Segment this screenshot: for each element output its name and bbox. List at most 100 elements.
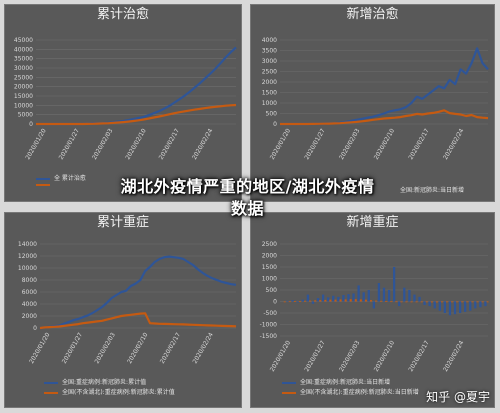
x-tick-label: 2020/01/20 xyxy=(269,339,292,373)
overlay-title: 湖北外疫情严重的地区/湖北外疫情 数据 xyxy=(70,176,425,220)
bar xyxy=(474,301,477,309)
x-tick-label: 2020/02/10 xyxy=(124,127,147,161)
bar xyxy=(283,301,286,303)
bar xyxy=(380,300,383,302)
bar xyxy=(367,290,370,302)
bar xyxy=(438,301,441,311)
x-tick-label: 2020/02/17 xyxy=(407,127,430,161)
bar xyxy=(425,301,428,303)
chart-legend: 全国:重症病例:新冠肺炎:累计值 全国(不含湖北):重症病例:新冠肺炎:累计值 xyxy=(44,378,175,398)
bar xyxy=(390,301,393,303)
bar xyxy=(471,301,474,303)
bar xyxy=(382,287,386,302)
bar xyxy=(352,293,355,302)
bar xyxy=(405,301,408,303)
legend-label: 全国:新冠肺炎:当日新增 xyxy=(400,187,465,194)
y-tick-label: 20000 xyxy=(14,84,33,91)
overlay-title-line1: 湖北外疫情严重的地区/湖北外疫情 xyxy=(120,177,375,196)
x-tick-label: 2020/02/24 xyxy=(192,331,215,365)
x-tick-label: 2020/01/27 xyxy=(61,331,84,365)
series-line-0 xyxy=(36,46,237,126)
legend-swatch-blue xyxy=(44,382,58,384)
bar xyxy=(324,299,327,302)
y-tick-label: 30000 xyxy=(14,65,33,72)
bar xyxy=(377,283,381,302)
y-tick-label: 12000 xyxy=(18,253,37,260)
y-tick-label: -500 xyxy=(263,310,277,317)
chart-panel-cumulative-severe: 累计重症 0 2000 4000 6000 8000 10000 12000 14000 202… xyxy=(4,212,242,408)
y-tick-label: 35000 xyxy=(14,56,33,63)
x-tick-label: 2020/02/24 xyxy=(442,339,465,373)
watermark: 知乎 @夏宇 xyxy=(426,390,490,404)
bar xyxy=(443,301,447,313)
bar xyxy=(293,301,296,302)
y-tick-label: 500 xyxy=(266,287,278,294)
y-tick-label: -1000 xyxy=(260,322,278,329)
legend-label: 全 累计治愈 xyxy=(54,175,86,182)
bar xyxy=(484,301,487,307)
bar xyxy=(435,301,438,303)
x-tick-label: 2020/02/10 xyxy=(126,331,149,365)
legend-swatch-orange xyxy=(44,392,58,394)
x-tick-label: 2020/02/10 xyxy=(373,339,396,373)
y-tick-label: 1000 xyxy=(262,100,277,107)
bar xyxy=(420,301,423,303)
legend-label: 全国(不含湖北):重症病例:新冠肺炎:累计值 xyxy=(62,389,175,396)
bar xyxy=(479,301,482,308)
chart-svg: 0 500 1000 1500 2000 2500 3000 3500 4000 2020/01/… xyxy=(262,37,489,161)
bar xyxy=(369,300,372,302)
bar xyxy=(342,295,345,302)
bar xyxy=(362,292,365,302)
x-tick-label: 2020/01/27 xyxy=(303,339,326,373)
y-tick-label: 10000 xyxy=(14,102,33,109)
x-tick-label: 2020/01/20 xyxy=(28,331,51,365)
chart-title: 累计治愈 xyxy=(96,7,149,22)
chart-legend: 全国:新冠肺炎:当日新增 xyxy=(400,186,464,196)
bar xyxy=(408,290,411,302)
y-tick-label: 2000 xyxy=(262,79,277,86)
x-tick-label: 2020/02/24 xyxy=(442,127,465,161)
bar xyxy=(398,301,401,307)
y-tick-label: 2000 xyxy=(262,253,277,260)
legend-swatch-blue xyxy=(282,382,296,384)
chart-panel-new-recovered: 新增治愈 0 500 1000 1500 2000 2500 3000 3500 4000 202… xyxy=(250,4,495,202)
bar xyxy=(349,299,352,302)
bar xyxy=(286,300,289,302)
series-line-0 xyxy=(39,255,237,330)
y-tick-label: 14000 xyxy=(18,241,37,248)
bar xyxy=(354,299,357,302)
bar xyxy=(306,294,310,302)
bar xyxy=(423,301,426,305)
x-tick-label: 2020/02/03 xyxy=(338,127,361,161)
series-line-0 xyxy=(280,47,489,126)
x-tick-label: 2020/02/17 xyxy=(159,331,182,365)
chart-title: 新增治愈 xyxy=(346,7,399,22)
x-tick-label: 2020/02/10 xyxy=(373,127,396,161)
y-tick-label: 0 xyxy=(33,325,37,332)
legend-label: 全国:重症病例:新冠肺炎:累计值 xyxy=(62,379,147,386)
bar xyxy=(410,301,413,303)
bar xyxy=(458,301,462,313)
x-tick-label: 2020/02/03 xyxy=(94,331,117,365)
legend-swatch-blue xyxy=(36,178,50,180)
y-tick-label: 3000 xyxy=(262,58,277,65)
bar xyxy=(316,298,320,302)
series-line-1 xyxy=(39,312,237,330)
chart-title: 新增重症 xyxy=(346,215,399,230)
bar xyxy=(314,300,317,302)
y-tick-label: 3500 xyxy=(262,48,277,55)
x-tick-label: 2020/02/24 xyxy=(191,127,214,161)
bar xyxy=(481,301,484,303)
y-tick-label: 2000 xyxy=(22,313,37,320)
bar xyxy=(344,299,347,302)
overlay-title-line2: 数据 xyxy=(230,199,264,218)
y-tick-label: 0 xyxy=(29,121,33,128)
chart-svg: 25002000150010005000-500-1000-15002020/0… xyxy=(260,241,489,373)
bar xyxy=(466,301,469,303)
chart-panel-cumulative-recovered: 累计治愈 0 5000 10000 15000 20000 25000 30000 35000… xyxy=(4,4,242,202)
x-tick-label: 2020/01/27 xyxy=(303,127,326,161)
bar xyxy=(464,301,467,312)
bar xyxy=(433,301,436,309)
bar xyxy=(334,299,337,302)
chart-panel-new-severe: 新增重症 2500 2000 1500 1000 500 0 -500 -1000 -1500 2… xyxy=(250,212,495,408)
